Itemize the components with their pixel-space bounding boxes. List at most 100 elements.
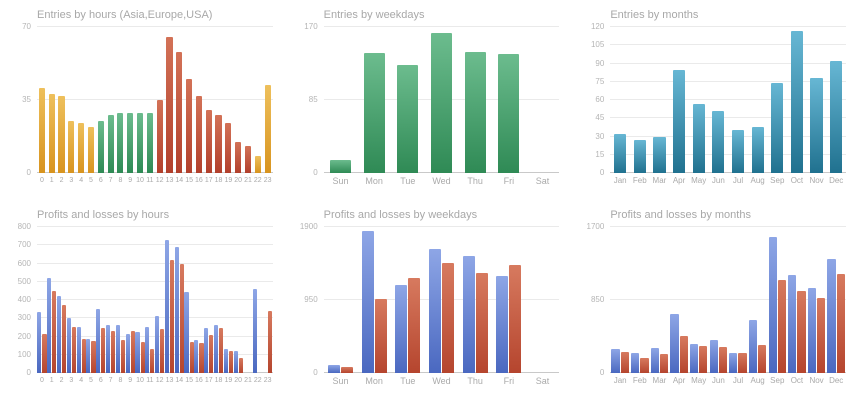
bar-profits-19[interactable] [223, 349, 228, 373]
bar-profits-Aug[interactable] [748, 319, 758, 373]
bar-profits-Tue[interactable] [395, 284, 408, 373]
bar-profits-Thu[interactable] [462, 256, 475, 373]
bar-losses-0[interactable] [42, 333, 47, 373]
bar-value-8[interactable] [117, 112, 124, 173]
bar-losses-10[interactable] [140, 341, 145, 373]
bar-value-Mon[interactable] [363, 52, 385, 173]
bar-profits-Mon[interactable] [361, 230, 374, 373]
bar-profits-12[interactable] [155, 315, 160, 373]
bar-losses-May[interactable] [699, 346, 708, 373]
bar-value-Jun[interactable] [712, 110, 725, 173]
bar-value-Jul[interactable] [731, 130, 745, 173]
bar-losses-4[interactable] [81, 339, 86, 373]
bar-profits-Feb[interactable] [631, 353, 640, 373]
bar-profits-Mar[interactable] [650, 348, 659, 373]
bar-profits-Apr[interactable] [670, 313, 679, 373]
bar-profits-4[interactable] [76, 327, 81, 373]
bar-losses-3[interactable] [71, 327, 76, 373]
bar-losses-5[interactable] [91, 341, 96, 373]
bar-value-2[interactable] [58, 95, 65, 173]
bar-losses-11[interactable] [150, 349, 155, 373]
bar-losses-23[interactable] [268, 310, 273, 373]
bar-value-18[interactable] [215, 114, 222, 173]
bar-profits-5[interactable] [86, 339, 91, 373]
bar-value-14[interactable] [176, 52, 183, 173]
bar-losses-Jul[interactable] [738, 353, 747, 373]
bar-losses-9[interactable] [130, 331, 135, 373]
bar-losses-17[interactable] [209, 334, 214, 373]
bar-value-20[interactable] [235, 141, 242, 173]
bar-value-Sun[interactable] [330, 160, 351, 173]
bar-profits-2[interactable] [56, 296, 62, 373]
bar-value-10[interactable] [136, 112, 144, 173]
bar-profits-20[interactable] [233, 351, 238, 373]
bar-losses-Nov[interactable] [817, 298, 826, 373]
bar-value-Jan[interactable] [614, 134, 627, 173]
bar-profits-0[interactable] [37, 311, 42, 373]
bar-profits-Sun[interactable] [327, 365, 340, 373]
bar-profits-17[interactable] [204, 328, 209, 373]
bar-losses-Tue[interactable] [408, 278, 421, 373]
bar-value-9[interactable] [127, 112, 134, 173]
bar-profits-22[interactable] [253, 289, 258, 373]
bar-value-Sep[interactable] [771, 82, 784, 173]
bar-value-6[interactable] [97, 120, 104, 173]
bar-value-15[interactable] [186, 79, 193, 173]
bar-value-19[interactable] [225, 122, 232, 173]
bar-losses-13[interactable] [169, 259, 175, 373]
bar-value-1[interactable] [48, 93, 55, 173]
bar-profits-3[interactable] [66, 318, 71, 373]
bar-losses-Wed[interactable] [442, 263, 454, 373]
bar-value-Fri[interactable] [498, 53, 520, 173]
bar-value-7[interactable] [107, 114, 114, 173]
bar-value-May[interactable] [692, 103, 705, 173]
bar-value-Tue[interactable] [397, 64, 419, 173]
bar-value-4[interactable] [78, 122, 85, 173]
bar-losses-1[interactable] [52, 290, 57, 373]
bar-value-16[interactable] [195, 95, 202, 173]
bar-value-23[interactable] [264, 85, 271, 173]
bar-value-Mar[interactable] [653, 136, 666, 173]
bar-losses-Sep[interactable] [777, 280, 786, 373]
bar-profits-10[interactable] [135, 331, 140, 373]
bar-losses-7[interactable] [111, 331, 116, 373]
bar-value-11[interactable] [146, 112, 153, 173]
bar-profits-15[interactable] [184, 291, 189, 373]
bar-losses-16[interactable] [199, 342, 204, 373]
bar-profits-May[interactable] [689, 343, 699, 373]
bar-losses-12[interactable] [160, 329, 165, 373]
bar-value-22[interactable] [254, 156, 261, 173]
bar-losses-Mon[interactable] [374, 299, 387, 373]
bar-value-Feb[interactable] [633, 140, 646, 173]
bar-losses-Feb[interactable] [640, 357, 649, 373]
bar-profits-Sep[interactable] [768, 237, 777, 373]
bar-value-12[interactable] [156, 100, 163, 173]
bar-losses-Dec[interactable] [836, 274, 845, 373]
bar-losses-20[interactable] [238, 357, 243, 373]
bar-losses-Jan[interactable] [620, 351, 629, 373]
bar-profits-18[interactable] [213, 324, 219, 373]
bar-losses-6[interactable] [101, 328, 106, 373]
bar-profits-Fri[interactable] [496, 276, 509, 373]
bar-profits-16[interactable] [194, 340, 199, 373]
bar-profits-Oct[interactable] [788, 275, 797, 373]
bar-losses-8[interactable] [120, 340, 126, 373]
bar-value-Thu[interactable] [464, 51, 486, 173]
bar-losses-Mar[interactable] [659, 354, 669, 373]
bar-value-5[interactable] [87, 127, 94, 173]
bar-profits-7[interactable] [105, 324, 111, 373]
bar-losses-14[interactable] [179, 263, 184, 373]
bar-value-Nov[interactable] [810, 78, 823, 173]
bar-losses-Aug[interactable] [758, 344, 767, 373]
bar-losses-Fri[interactable] [509, 265, 522, 373]
bar-profits-8[interactable] [115, 324, 120, 373]
bar-losses-15[interactable] [189, 341, 194, 373]
bar-profits-Nov[interactable] [807, 287, 817, 373]
bar-losses-Oct[interactable] [797, 290, 806, 373]
bar-losses-Thu[interactable] [475, 273, 488, 373]
bar-losses-Apr[interactable] [679, 336, 688, 373]
bar-value-0[interactable] [38, 87, 45, 173]
bar-losses-Sun[interactable] [340, 367, 353, 373]
bar-value-Dec[interactable] [830, 61, 843, 173]
bar-losses-18[interactable] [219, 328, 224, 373]
